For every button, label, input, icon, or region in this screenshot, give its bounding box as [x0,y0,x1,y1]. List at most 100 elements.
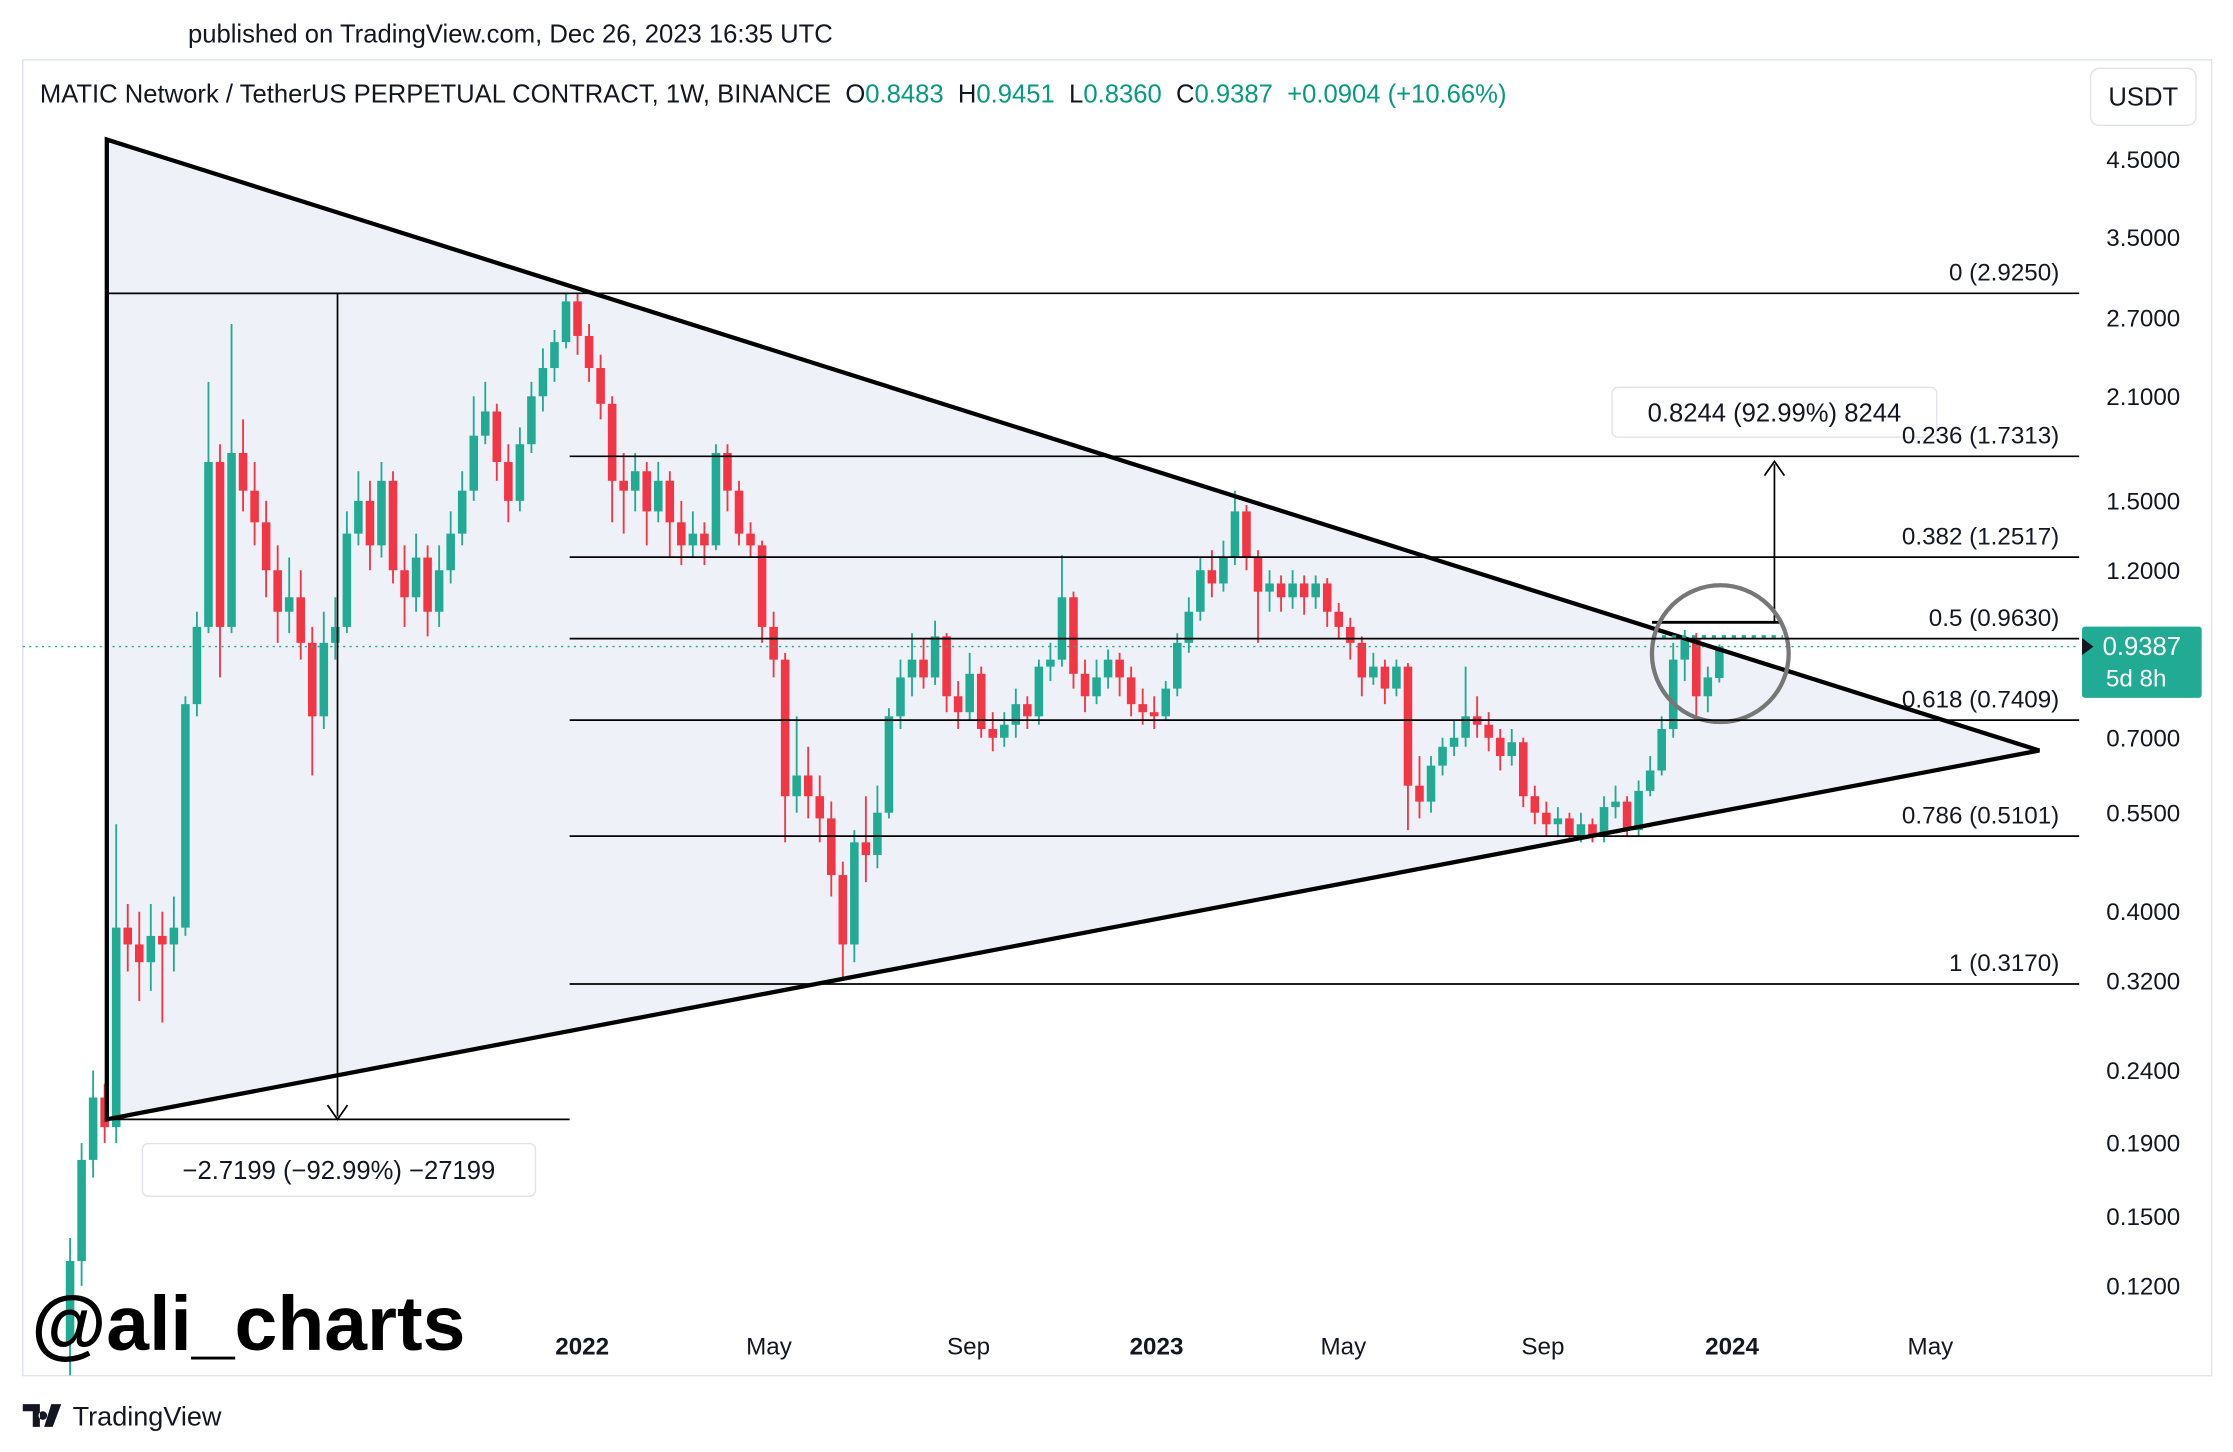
y-tick-label: 0.5500 [2106,800,2180,827]
last-price-box [2082,626,2202,698]
candle-body [1599,807,1609,837]
x-tick-label: 2024 [1705,1333,1759,1360]
currency-label[interactable]: USDT [2108,83,2178,111]
candle-body [930,636,940,678]
candle-body [965,673,974,713]
candle-body [88,1097,98,1160]
arrow-head [326,1104,349,1121]
candle-body [1011,704,1021,725]
candle-body [723,452,732,491]
y-tick-label: 0.2400 [2106,1058,2180,1085]
measure-label-box [141,1142,537,1197]
candle-body [861,842,871,856]
logo-icon [22,1404,62,1427]
candle-body [1161,688,1171,717]
candle-body [1415,785,1424,802]
y-tick-label: 2.7000 [2106,306,2180,333]
currency-button[interactable] [2089,67,2197,127]
candle-body [665,480,675,523]
candle-body [1680,639,1690,660]
candle-body [1253,557,1263,592]
x-tick-label: 2023 [1130,1333,1184,1360]
candle-body [1092,677,1101,697]
candle-body [1069,597,1078,674]
candle-body [492,411,502,462]
candle-body [642,471,652,512]
candle-body [1530,796,1540,813]
candle-body [850,842,859,945]
candle-body [1542,812,1551,825]
candle-body [1346,626,1355,643]
y-tick-label: 1.2000 [2106,558,2180,585]
candle-body [1645,770,1655,791]
target-label-box [1611,386,1938,438]
fib-label: 0.618 (0.7409) [1902,686,2059,713]
ohlc-value: 0.9387 [1194,81,1272,109]
candle-body [1207,570,1217,584]
ohlc-value: 0.8360 [1083,81,1161,109]
candle-body [65,1261,75,1343]
x-tick-label: May [1321,1333,1368,1360]
candle-body [1357,642,1367,678]
candle-body [1138,704,1147,713]
candle-body [1115,659,1124,678]
candle-body [331,626,340,643]
candle-body [757,545,767,627]
arrow-head [1763,459,1786,477]
ohlc-key: O [845,81,865,109]
candle-body [1242,511,1251,558]
candle-body [1426,765,1436,802]
ohlc-key: H [958,81,977,109]
candle-body [146,935,156,963]
tradingview-logo: TradingView [22,1402,222,1432]
candle-body [457,490,467,534]
candle-body [388,480,398,571]
candle-body [1000,724,1009,738]
candle-body [423,557,432,612]
candle-body [700,533,709,546]
candle-body [1023,704,1032,717]
y-tick-label: 0.7000 [2106,725,2180,752]
candle-body [1703,677,1713,697]
y-tick-label: 3.5000 [2106,225,2180,252]
last-price-label: 0.9387 [2103,633,2181,661]
candle-body [919,659,928,678]
candle-body [1322,583,1332,612]
candle-body [481,411,490,436]
candle-body [1657,729,1666,771]
x-tick-label: May [1908,1333,1955,1360]
candle-body [135,944,144,963]
candle-body [561,301,571,343]
candle-body [1299,583,1309,598]
fib-label: 0 (2.9250) [1949,259,2059,286]
x-tick-label: Sep [1521,1333,1564,1360]
y-tick-label: 0.1900 [2106,1131,2180,1158]
ohlc-key: L [1069,81,1083,109]
candle-body [1126,677,1136,705]
fib-label: 0.786 (0.5101) [1902,802,2059,829]
candle-body [550,342,559,369]
watermark: @ali_charts [31,1281,465,1367]
target-label: 0.8244 (92.99%) 8244 [1648,400,1902,428]
last-price-marker [2082,638,2094,656]
candle-body [1334,611,1344,627]
x-tick-label: 2022 [555,1333,609,1360]
candle-body [77,1159,86,1262]
candle-body [1692,639,1701,697]
candle-body [1668,659,1678,730]
candle-body [688,533,698,546]
candle-body [734,490,744,534]
candles [22,293,2080,1376]
y-tick-label: 0.3200 [2106,969,2180,996]
candle-body [1715,646,1724,679]
symbol-title: MATIC Network / TetherUS PERPETUAL CONTR… [40,81,831,109]
candle-body [400,570,409,598]
candle-body [538,368,548,397]
candle-body [815,796,825,819]
candle-body [1484,724,1493,738]
candle-body [1230,511,1240,558]
candle-body [515,444,525,501]
candle-body [284,597,294,612]
candle-body [769,626,778,660]
candle-body [792,775,801,797]
